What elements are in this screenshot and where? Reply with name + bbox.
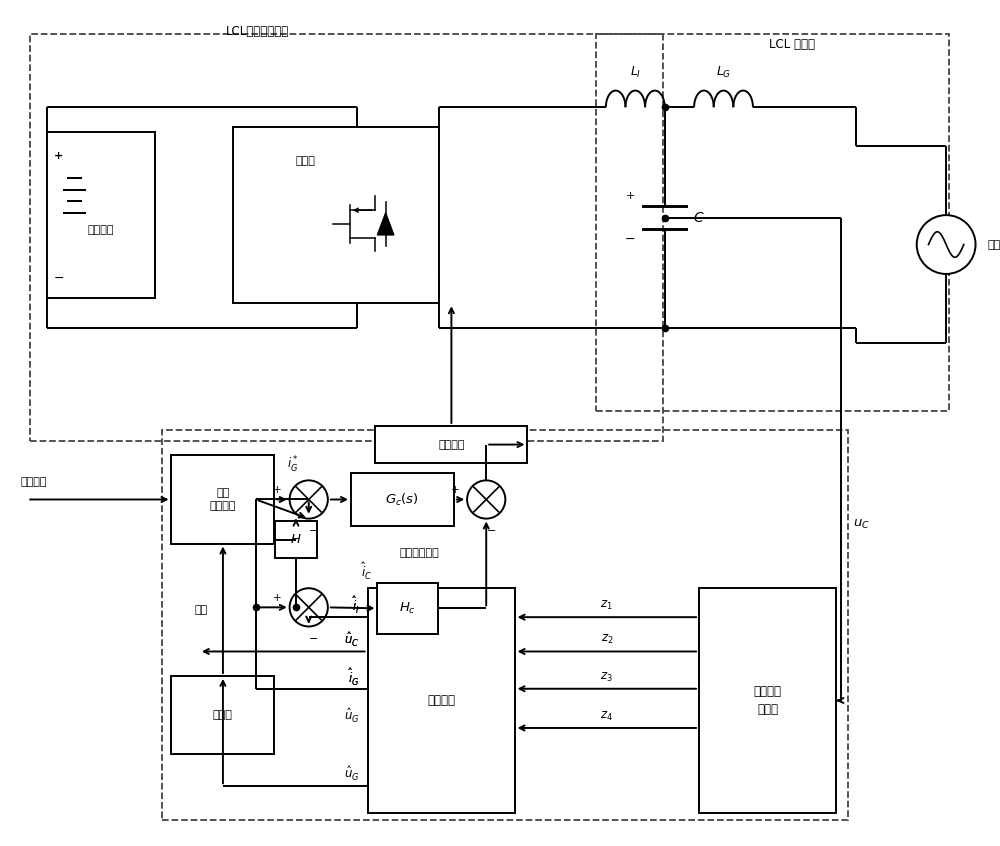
- Text: $\hat{u}_G$: $\hat{u}_G$: [344, 707, 360, 725]
- Text: $u_C$: $u_C$: [853, 518, 870, 530]
- Circle shape: [290, 588, 328, 627]
- Text: 扩展状态
观测器: 扩展状态 观测器: [754, 685, 782, 716]
- Text: $\hat{u}_C$: $\hat{u}_C$: [344, 630, 360, 649]
- Text: $G_c(s)$: $G_c(s)$: [385, 492, 419, 508]
- Text: −: −: [486, 526, 496, 536]
- Text: $\hat{u}_C$: $\hat{u}_C$: [344, 630, 360, 649]
- Text: 相位: 相位: [195, 605, 208, 615]
- Text: $L_I$: $L_I$: [630, 65, 641, 80]
- Bar: [47, 132, 155, 299]
- Text: LCL型并网逆变器: LCL型并网逆变器: [226, 25, 289, 38]
- Text: 电流幅値: 电流幅値: [20, 477, 47, 486]
- Text: −: −: [309, 634, 318, 645]
- Circle shape: [917, 215, 976, 274]
- Text: 驱动信号: 驱动信号: [438, 440, 465, 449]
- Text: −: −: [53, 272, 64, 285]
- Text: +: +: [273, 592, 282, 602]
- Text: 变换算法: 变换算法: [427, 694, 455, 707]
- Text: $\hat{i}_I$: $\hat{i}_I$: [352, 595, 360, 616]
- Circle shape: [467, 481, 505, 519]
- Bar: [375, 426, 527, 464]
- Bar: [699, 588, 836, 813]
- Text: −: −: [625, 233, 636, 245]
- Text: 逆变器: 逆变器: [295, 157, 315, 166]
- Text: −: −: [309, 526, 318, 536]
- Text: $z_4$: $z_4$: [600, 710, 613, 722]
- Bar: [171, 455, 274, 544]
- Bar: [30, 34, 663, 441]
- Text: 锁相环: 锁相环: [213, 711, 233, 720]
- Circle shape: [290, 481, 328, 519]
- Text: $\hat{i}_C$: $\hat{i}_C$: [361, 561, 372, 581]
- Text: $z_1$: $z_1$: [600, 599, 613, 612]
- Bar: [351, 473, 454, 526]
- Text: +: +: [273, 485, 282, 495]
- Text: $H$: $H$: [290, 533, 302, 547]
- Text: 电网: 电网: [987, 239, 1000, 250]
- Text: 生成
参考信号: 生成 参考信号: [210, 488, 236, 511]
- Bar: [171, 676, 274, 755]
- Text: 直流电源: 直流电源: [88, 225, 114, 235]
- Text: $C$: $C$: [693, 211, 705, 224]
- Text: +: +: [54, 151, 63, 162]
- Text: $\hat{u}_G$: $\hat{u}_G$: [344, 766, 360, 783]
- Bar: [233, 127, 439, 304]
- Text: $i_G^*$: $i_G^*$: [287, 455, 299, 475]
- Text: +: +: [626, 191, 635, 201]
- Text: $z_3$: $z_3$: [600, 670, 613, 684]
- Bar: [275, 521, 317, 558]
- Text: $\hat{i}_I$: $\hat{i}_I$: [352, 595, 360, 616]
- Bar: [596, 34, 949, 411]
- Text: $\hat{i}_G$: $\hat{i}_G$: [348, 667, 360, 688]
- Text: +: +: [451, 485, 459, 495]
- Bar: [368, 588, 515, 813]
- Polygon shape: [377, 213, 394, 235]
- Text: $\hat{i}_G$: $\hat{i}_G$: [348, 667, 360, 688]
- Text: 有源阻尼算法: 有源阻尼算法: [400, 548, 440, 558]
- Bar: [162, 430, 848, 820]
- Text: LCL 滤波器: LCL 滤波器: [769, 38, 815, 51]
- Bar: [377, 583, 438, 634]
- Text: $z_2$: $z_2$: [601, 633, 613, 646]
- Text: $H_c$: $H_c$: [399, 601, 416, 616]
- Text: $L_G$: $L_G$: [716, 65, 731, 80]
